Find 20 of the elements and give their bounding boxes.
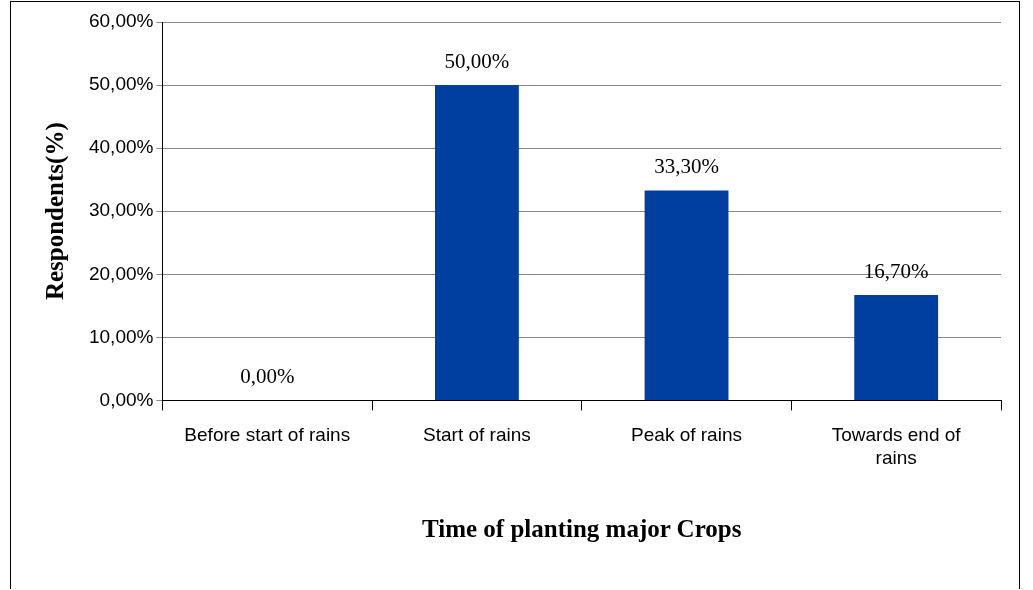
y-tick-label: 0,00% bbox=[99, 388, 154, 410]
x-tick-label: Towards end of rains bbox=[831, 424, 962, 468]
data-label: 33,30% bbox=[654, 154, 719, 179]
bar bbox=[434, 85, 519, 400]
data-label: 0,00% bbox=[240, 364, 295, 389]
y-axis-title: Respondents(%) bbox=[41, 122, 70, 301]
x-axis-title: Time of planting major Crops bbox=[421, 515, 742, 543]
data-label: 50,00% bbox=[444, 49, 510, 74]
y-tick-label: 50,00% bbox=[88, 73, 154, 95]
x-tick-label: Peak of rains bbox=[631, 424, 742, 446]
bar bbox=[644, 190, 729, 400]
y-tick-label: 40,00% bbox=[88, 136, 154, 158]
y-tick-label: 20,00% bbox=[88, 262, 154, 284]
y-tick-label: 10,00% bbox=[88, 325, 154, 347]
bar bbox=[854, 295, 939, 400]
data-label: 16,70% bbox=[863, 259, 929, 284]
x-tick-label: Before start of rains bbox=[184, 424, 351, 446]
y-tick-label: 60,00% bbox=[88, 10, 154, 32]
y-tick-label: 30,00% bbox=[88, 199, 154, 221]
x-tick-label: Start of rains bbox=[423, 424, 531, 446]
